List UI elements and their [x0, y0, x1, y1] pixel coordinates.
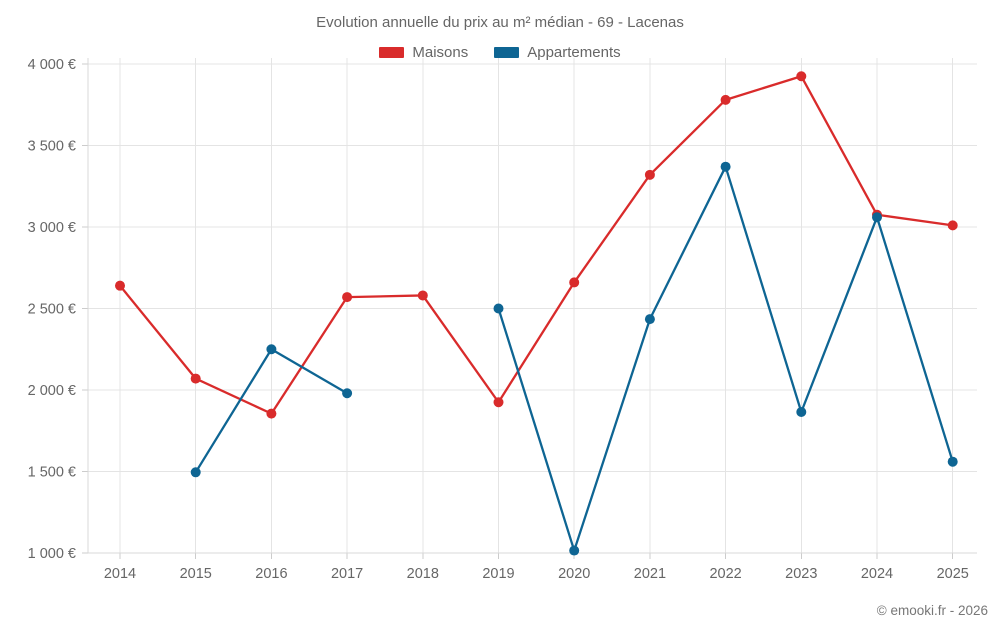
x-tick-label: 2019 [482, 566, 514, 582]
x-tick-label: 2015 [180, 566, 212, 582]
data-point-appartements-2025[interactable] [947, 456, 958, 467]
x-tick-label: 2018 [407, 566, 439, 582]
chart-legend: Maisons Appartements [0, 44, 1000, 61]
data-point-appartements-2020[interactable] [569, 545, 580, 556]
data-point-maisons-2014[interactable] [115, 280, 125, 291]
data-point-maisons-2015[interactable] [190, 373, 201, 384]
x-tick-label: 2016 [255, 566, 287, 582]
legend-item-appartements[interactable]: Appartements [494, 44, 621, 61]
data-point-appartements-2022[interactable] [720, 161, 731, 172]
x-tick-label: 2017 [331, 566, 363, 582]
x-tick-label: 2023 [785, 566, 817, 582]
data-point-maisons-2017[interactable] [342, 292, 353, 303]
data-point-maisons-2025[interactable] [947, 220, 958, 231]
y-tick-label: 2 000 € [28, 383, 76, 399]
legend-swatch-maisons [379, 47, 405, 58]
data-series-layer [115, 71, 958, 556]
data-point-appartements-2016[interactable] [266, 344, 277, 355]
data-point-maisons-2018[interactable] [417, 290, 428, 301]
x-tick-label: 2014 [104, 566, 136, 582]
data-point-maisons-2023[interactable] [796, 71, 807, 82]
y-tick-label: 1 500 € [28, 465, 76, 481]
legend-label-appartements: Appartements [527, 44, 621, 61]
legend-swatch-appartements [494, 47, 520, 58]
gridlines [82, 58, 977, 559]
data-point-maisons-2021[interactable] [644, 169, 655, 180]
x-tick-label: 2022 [709, 566, 741, 582]
series-line-maisons [118, 75, 954, 415]
data-point-appartements-2019[interactable] [493, 303, 504, 314]
x-tick-label: 2025 [937, 566, 969, 582]
legend-label-maisons: Maisons [412, 44, 469, 61]
y-tick-label: 3 000 € [28, 220, 76, 236]
y-axis-tick-labels: 1 000 € 1 500 € 2 000 € 2 500 € 3 000 € 3 500… [28, 57, 76, 562]
x-tick-label: 2020 [558, 566, 590, 582]
credit-text: © emooki.fr - 2026 [876, 603, 988, 618]
y-tick-label: 4 000 € [28, 57, 76, 73]
chart-title: Evolution annuelle du prix au m² médian … [316, 14, 684, 31]
y-tick-label: 3 500 € [28, 139, 76, 155]
x-axis-tick-labels: 2014 2015 2016 2017 2018 2019 2020 2021 2022 2023… [104, 566, 969, 582]
data-point-maisons-2016[interactable] [266, 408, 277, 419]
data-point-maisons-2022[interactable] [720, 94, 731, 105]
x-tick-label: 2021 [634, 566, 666, 582]
data-point-appartements-2023[interactable] [796, 407, 807, 417]
legend-item-maisons[interactable]: Maisons [379, 44, 468, 61]
data-point-appartements-2021[interactable] [644, 314, 655, 325]
y-tick-label: 2 500 € [28, 302, 76, 318]
data-point-appartements-2015[interactable] [190, 467, 201, 478]
data-point-maisons-2019[interactable] [493, 397, 504, 408]
y-tick-label: 1 000 € [28, 546, 76, 562]
data-point-maisons-2020[interactable] [569, 277, 580, 288]
data-point-appartements-2024[interactable] [872, 212, 882, 223]
x-tick-label: 2024 [861, 566, 893, 582]
data-point-appartements-2017[interactable] [342, 388, 353, 399]
